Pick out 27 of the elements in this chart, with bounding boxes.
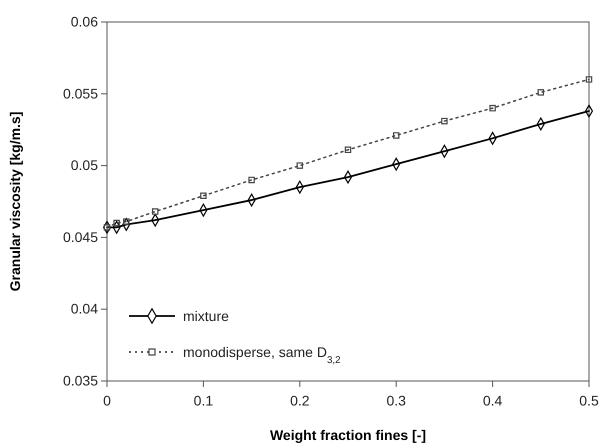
point — [248, 176, 255, 184]
legend-label: monodisperse, same D$_{3,2}$ — [183, 344, 341, 366]
x-tick-label: 0 — [103, 392, 112, 408]
y-tick-label: 0.045 — [62, 228, 98, 245]
point — [296, 162, 304, 169]
legend-label: mixture — [183, 308, 230, 324]
point — [489, 104, 496, 112]
point — [344, 146, 352, 154]
point — [152, 208, 158, 215]
x-tick-label: 0.3 — [386, 392, 406, 408]
x-tick-label: 0.1 — [194, 392, 214, 408]
y-tick-label: 0.055 — [62, 85, 98, 102]
x-tick-label: 0.5 — [579, 392, 599, 408]
point — [538, 89, 544, 96]
y-tick-label: 0.035 — [62, 372, 98, 388]
y-tick-label: 0.05 — [70, 157, 98, 174]
point — [113, 220, 120, 226]
y-axis-title: Granular viscosity [kg/m.s] — [7, 112, 23, 292]
x-tick-label: 0.2 — [290, 392, 310, 408]
point — [586, 76, 592, 83]
point — [392, 132, 400, 139]
y-tick-label: 0.06 — [70, 13, 98, 30]
y-tick-label: 0.04 — [70, 300, 98, 317]
point — [441, 118, 448, 124]
x-axis-title: Weight fraction fines [-] — [270, 427, 426, 443]
x-tick-label: 0.4 — [482, 392, 503, 408]
point — [200, 192, 207, 199]
